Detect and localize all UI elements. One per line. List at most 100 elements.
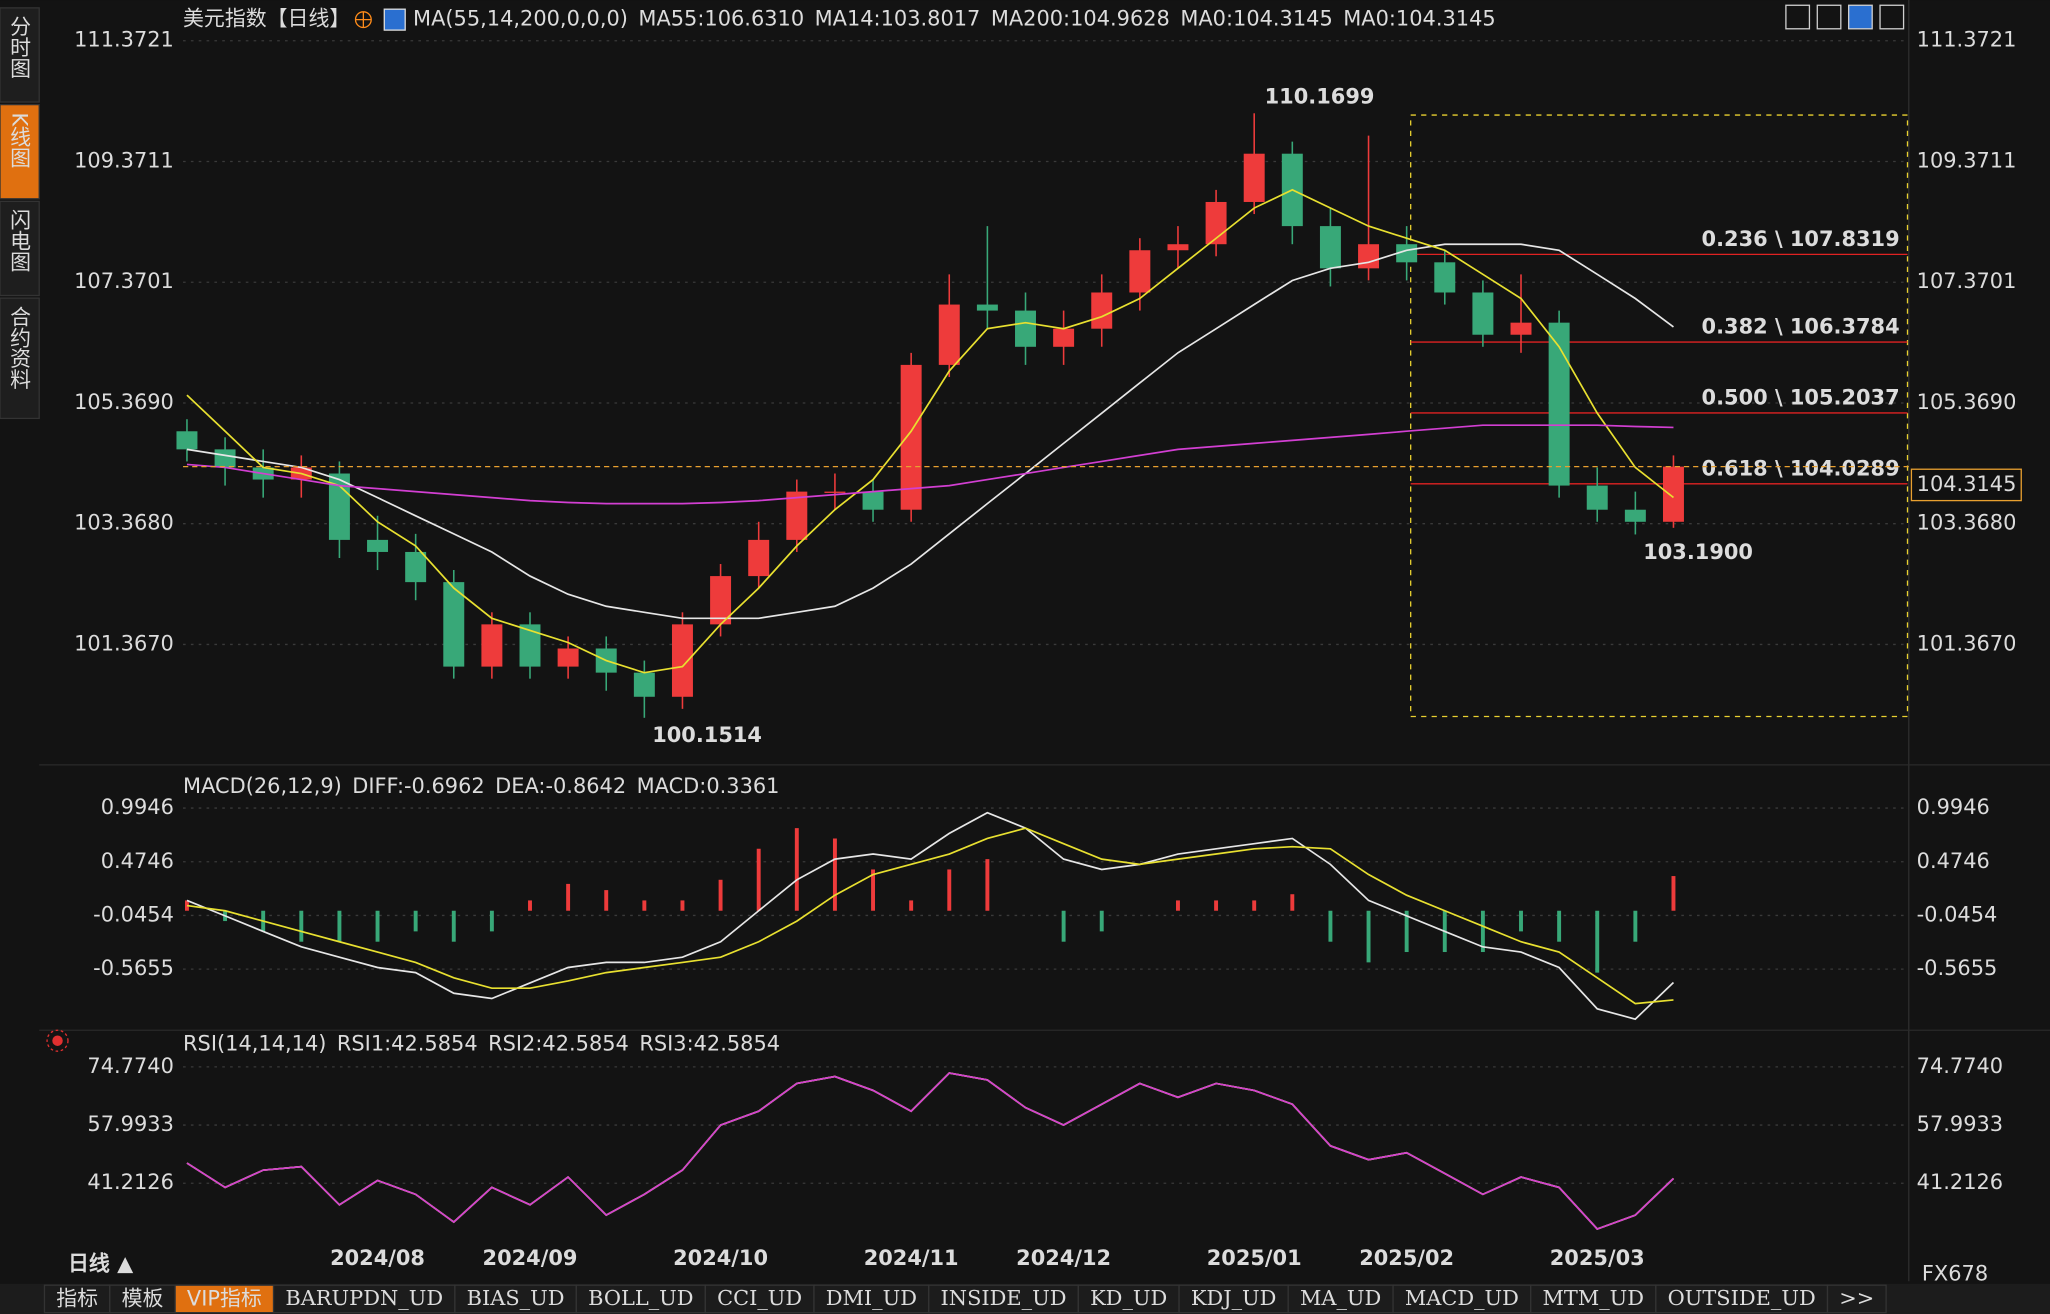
bottom-tab[interactable] bbox=[1287, 1284, 1394, 1314]
tool-icon[interactable] bbox=[1848, 4, 1873, 30]
bottom-tab-label[interactable]: CCI_UD bbox=[717, 1286, 802, 1310]
y-tick-label: 41.2126 bbox=[1917, 1170, 2003, 1194]
bottom-tab-label[interactable]: MTM_UD bbox=[1542, 1286, 1644, 1310]
candle-body bbox=[1243, 153, 1265, 202]
candle-body bbox=[824, 491, 846, 493]
bottom-tab[interactable] bbox=[704, 1284, 815, 1314]
indicator-icon bbox=[383, 8, 406, 31]
bottom-tab[interactable] bbox=[454, 1284, 577, 1314]
bottom-tab-label[interactable]: BARUPDN_UD bbox=[285, 1286, 443, 1310]
candle-body bbox=[1586, 485, 1608, 510]
sidebar-tab[interactable] bbox=[0, 103, 40, 200]
bottom-tab[interactable] bbox=[174, 1284, 275, 1314]
chart-period: 【日线】 bbox=[267, 7, 351, 31]
candle-body bbox=[710, 576, 732, 625]
bottom-tab-label[interactable]: BIAS_UD bbox=[467, 1286, 565, 1310]
y-tick-label: 57.9933 bbox=[1917, 1112, 2003, 1136]
y-tick-label: 103.3680 bbox=[74, 511, 174, 535]
bottom-tab-label[interactable]: BOLL_UD bbox=[588, 1286, 694, 1310]
candle-body bbox=[862, 491, 884, 510]
y-tick-label: 109.3711 bbox=[74, 148, 174, 172]
candle-body bbox=[1624, 509, 1646, 522]
y-tick-label: 101.3670 bbox=[74, 631, 174, 655]
bottom-tab[interactable] bbox=[1178, 1284, 1289, 1314]
legend-item: DEA:-0.8642 bbox=[495, 774, 626, 798]
candle-body bbox=[367, 539, 389, 552]
sidebar-tab[interactable] bbox=[0, 7, 40, 103]
candle-body bbox=[1434, 262, 1456, 293]
candle-body bbox=[900, 364, 922, 510]
y-tick-label: 57.9933 bbox=[87, 1112, 173, 1136]
y-tick-label: 107.3701 bbox=[1917, 269, 2017, 293]
sidebar-tab[interactable] bbox=[0, 297, 40, 420]
y-tick-label: 107.3701 bbox=[74, 269, 174, 293]
bottom-tab-label[interactable]: KD_UD bbox=[1090, 1286, 1167, 1310]
bottom-tab-label[interactable]: MACD_UD bbox=[1405, 1286, 1519, 1310]
x-tick-label: 2024/09 bbox=[483, 1246, 578, 1270]
y-tick-label: 0.4746 bbox=[1917, 849, 1990, 873]
bottom-tab[interactable] bbox=[1655, 1284, 1829, 1314]
candle-body bbox=[1319, 226, 1341, 269]
x-tick-label: 2024/11 bbox=[864, 1246, 959, 1270]
candle-body bbox=[443, 582, 465, 667]
sidebar-tab-label[interactable]: 合约资料 bbox=[8, 306, 32, 390]
indicator-line bbox=[186, 188, 1674, 674]
bottom-tab-label[interactable]: INSIDE_UD bbox=[941, 1286, 1067, 1310]
y-tick-label: 105.3690 bbox=[74, 390, 174, 414]
bottom-tab[interactable] bbox=[813, 1284, 930, 1314]
fib-label: 0.236 \ 107.8319 bbox=[1702, 227, 1900, 251]
sidebar-tab-label[interactable]: K线图 bbox=[8, 112, 32, 168]
bottom-tab[interactable] bbox=[1826, 1284, 1887, 1314]
period-button[interactable]: 日线 ▲ bbox=[68, 1251, 134, 1275]
x-tick-label: 2025/03 bbox=[1550, 1246, 1645, 1270]
candle-body bbox=[481, 624, 503, 667]
last-price-label: 104.3145 bbox=[1917, 472, 2017, 496]
low-label: 103.1900 bbox=[1643, 540, 1753, 564]
bottom-tab[interactable] bbox=[1530, 1284, 1657, 1314]
sidebar-tab-label[interactable]: 分时图 bbox=[8, 16, 32, 79]
y-tick-label: 111.3721 bbox=[74, 28, 174, 52]
tool-icon[interactable] bbox=[1785, 4, 1811, 30]
sidebar-tab[interactable] bbox=[0, 200, 40, 297]
legend-item: MA55:106.6310 bbox=[638, 7, 804, 31]
low-label: 100.1514 bbox=[652, 723, 762, 747]
candle-body bbox=[786, 491, 808, 540]
tool-icon[interactable] bbox=[1879, 4, 1905, 30]
legend-item: DIFF:-0.6962 bbox=[352, 774, 484, 798]
candle-body bbox=[405, 551, 427, 583]
indicator-line bbox=[186, 827, 1674, 1005]
tool-icon[interactable] bbox=[1816, 4, 1842, 30]
bottom-tab-label[interactable]: 模板 bbox=[122, 1287, 164, 1311]
bottom-tab-label[interactable]: VIP指标 bbox=[187, 1287, 262, 1311]
y-tick-label: 0.9946 bbox=[101, 795, 174, 819]
candle-body bbox=[1510, 322, 1532, 335]
bottom-tab[interactable] bbox=[1077, 1284, 1180, 1314]
y-tick-label: 0.9946 bbox=[1917, 795, 1990, 819]
legend-item: MA200:104.9628 bbox=[991, 7, 1170, 31]
bottom-tab-label[interactable]: 指标 bbox=[56, 1287, 98, 1311]
bottom-tab-label[interactable]: OUTSIDE_UD bbox=[1668, 1286, 1816, 1310]
bottom-tab[interactable] bbox=[1392, 1284, 1532, 1314]
bottom-tab[interactable] bbox=[575, 1284, 706, 1314]
indicator-line bbox=[186, 811, 1675, 1021]
chart-title: 美元指数 bbox=[183, 7, 267, 31]
candle-body bbox=[557, 648, 579, 667]
x-tick-label: 2024/12 bbox=[1016, 1246, 1111, 1270]
sidebar-tab-label[interactable]: 闪电图 bbox=[8, 209, 32, 272]
bottom-tab[interactable] bbox=[272, 1284, 456, 1314]
candle-body bbox=[1015, 310, 1036, 347]
indicator-line bbox=[186, 424, 1674, 505]
toolbar-icons[interactable] bbox=[1785, 4, 1905, 30]
candle-body bbox=[1053, 328, 1075, 347]
sun-icon bbox=[46, 1029, 69, 1052]
bottom-tab-label[interactable]: DMI_UD bbox=[826, 1286, 917, 1310]
bottom-tab-label[interactable]: >> bbox=[1839, 1286, 1874, 1310]
bottom-tab-label[interactable]: MA_UD bbox=[1300, 1286, 1381, 1310]
bottom-tab-label[interactable]: KDJ_UD bbox=[1191, 1286, 1277, 1310]
candle-body bbox=[214, 449, 236, 468]
candle-body bbox=[671, 624, 693, 697]
high-label: 110.1699 bbox=[1265, 85, 1375, 109]
fib-label: 0.500 \ 105.2037 bbox=[1702, 386, 1900, 410]
add-icon[interactable] bbox=[355, 11, 372, 28]
